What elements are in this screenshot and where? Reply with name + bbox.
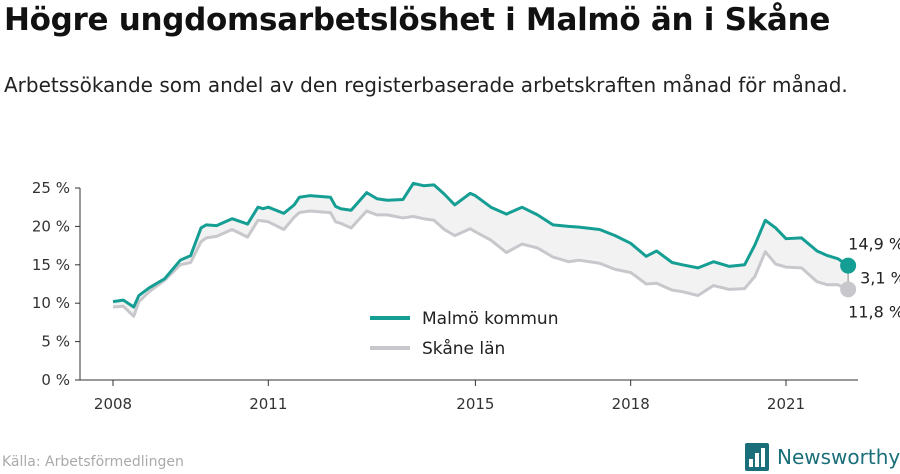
y-tick-label-10: 10 % — [32, 294, 70, 312]
y-tick-label-0: 0 % — [41, 371, 70, 389]
series-lines — [112, 181, 849, 318]
x-tick-label-2008: 2008 — [94, 395, 132, 413]
x-tick-label-2015: 2015 — [456, 395, 494, 413]
y-tick-label-5: 5 % — [41, 333, 70, 351]
end-point-malmo — [840, 257, 857, 274]
series-line-skane — [112, 209, 849, 318]
legend-background — [361, 300, 576, 362]
brand-logo[interactable]: Newsworthy — [745, 442, 900, 472]
difference-label: 3,1 % — [860, 268, 900, 287]
y-tick-label-20: 20 % — [32, 217, 70, 235]
source-note: Källa: Arbetsförmedlingen — [2, 454, 184, 470]
end-label-skane: 11,8 % — [848, 302, 900, 321]
legend-label-malmo: Malmö kommun — [422, 309, 558, 329]
x-tick-label-2011: 2011 — [249, 395, 287, 413]
series-line-malmo — [112, 181, 849, 309]
end-point-skane — [840, 281, 857, 298]
axes: 0 % 5 % 10 % 15 % 20 % 25 % 2008 2011 2015 2018 20… — [32, 179, 858, 413]
annotations: 14,9 % 11,8 % 3,1 % — [840, 235, 900, 321]
bar-chart-icon — [745, 443, 769, 471]
legend-label-skane: Skåne län — [422, 338, 505, 359]
y-tick-label-25: 25 % — [32, 179, 70, 197]
y-tick-label-15: 15 % — [32, 256, 70, 274]
x-tick-label-2021: 2021 — [767, 395, 805, 413]
difference-band — [113, 183, 849, 317]
difference-area — [113, 183, 849, 317]
end-label-malmo: 14,9 % — [848, 235, 900, 254]
brand-name: Newsworthy — [777, 445, 900, 469]
legend: Malmö kommun Skåne län — [361, 300, 576, 362]
x-tick-label-2018: 2018 — [612, 395, 650, 413]
page-title: Högre ungdomsarbetslöshet i Malmö än i S… — [4, 2, 831, 38]
page-subtitle: Arbetssökande som andel av den registerb… — [4, 73, 848, 97]
